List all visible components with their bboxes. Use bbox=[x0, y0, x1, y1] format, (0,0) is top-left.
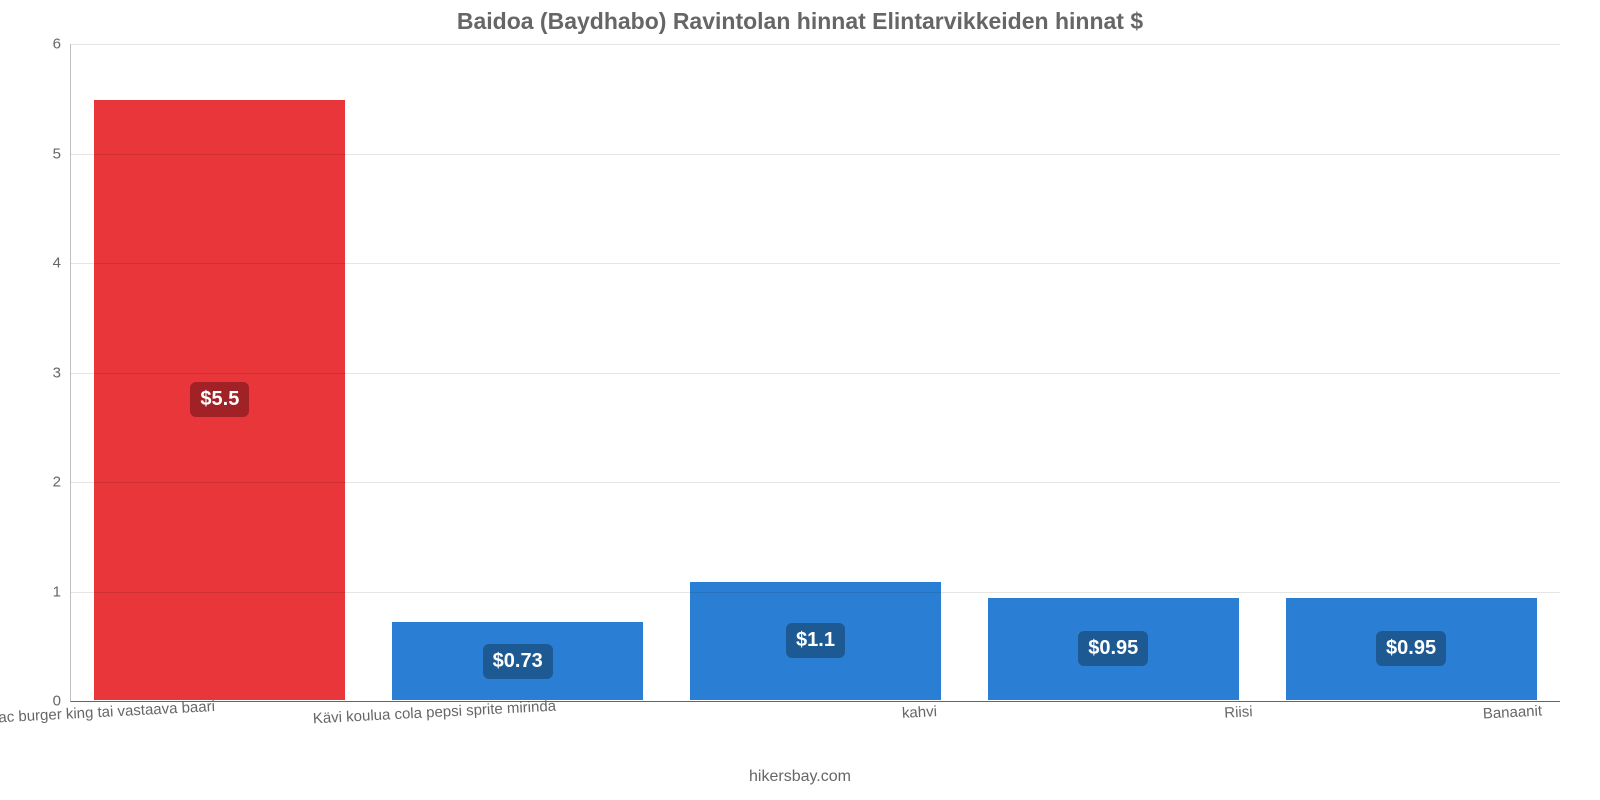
x-tick-label: Riisi bbox=[1224, 703, 1253, 721]
x-tick-label: kahvi bbox=[902, 703, 938, 722]
gridline bbox=[71, 44, 1560, 45]
y-tick-label: 1 bbox=[53, 583, 61, 600]
bar: $5.5 bbox=[93, 99, 346, 701]
chart-title: Baidoa (Baydhabo) Ravintolan hinnat Elin… bbox=[0, 8, 1600, 35]
gridline bbox=[71, 482, 1560, 483]
gridline bbox=[71, 592, 1560, 593]
x-tick-label: Kävi koulua cola pepsi sprite mirinda bbox=[312, 698, 556, 728]
bar: $0.95 bbox=[987, 597, 1240, 701]
bar: $0.73 bbox=[391, 621, 644, 701]
gridline bbox=[71, 373, 1560, 374]
y-tick-label: 5 bbox=[53, 145, 61, 162]
y-tick-label: 4 bbox=[53, 255, 61, 272]
y-tick-label: 6 bbox=[53, 36, 61, 53]
x-tick-label: mac burger king tai vastaava baari bbox=[0, 698, 215, 727]
price-chart: Baidoa (Baydhabo) Ravintolan hinnat Elin… bbox=[0, 0, 1600, 800]
value-badge: $1.1 bbox=[786, 623, 845, 658]
x-axis-slot: kahvi bbox=[666, 704, 964, 744]
value-badge: $0.73 bbox=[483, 644, 553, 679]
value-badge: $0.95 bbox=[1376, 631, 1446, 666]
source-credit: hikersbay.com bbox=[0, 768, 1600, 786]
value-badge: $0.95 bbox=[1078, 631, 1148, 666]
x-axis-slot: Kävi koulua cola pepsi sprite mirinda bbox=[368, 704, 666, 744]
plot-area: $5.5$0.73$1.1$0.95$0.95 0123456 bbox=[70, 44, 1560, 702]
gridline bbox=[71, 263, 1560, 264]
y-tick-label: 3 bbox=[53, 364, 61, 381]
x-tick-label: Banaanit bbox=[1483, 702, 1543, 722]
value-badge: $5.5 bbox=[190, 382, 249, 417]
bar: $0.95 bbox=[1285, 597, 1538, 701]
y-tick-label: 2 bbox=[53, 474, 61, 491]
x-axis: mac burger king tai vastaava baariKävi k… bbox=[70, 704, 1560, 744]
bar: $1.1 bbox=[689, 581, 942, 701]
gridline bbox=[71, 154, 1560, 155]
x-axis-slot: Banaanit bbox=[1262, 704, 1560, 744]
x-axis-slot: Riisi bbox=[964, 704, 1262, 744]
